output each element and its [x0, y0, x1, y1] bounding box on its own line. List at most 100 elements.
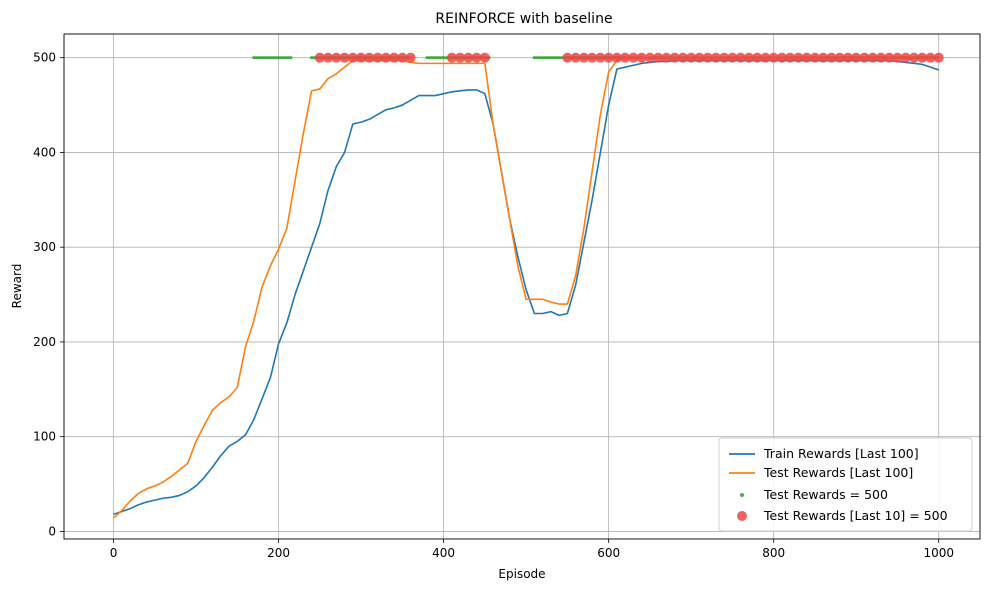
- test-last10-point: [801, 52, 812, 63]
- x-tick-label: 400: [432, 546, 455, 560]
- test-500-point: [264, 56, 268, 60]
- test-last10-point: [595, 52, 606, 63]
- grid: [64, 34, 980, 539]
- test-500-point: [272, 56, 276, 60]
- test-last10-point: [628, 52, 639, 63]
- test-last10-point: [710, 52, 721, 63]
- test-500-point: [281, 56, 286, 60]
- test-last10-point: [331, 52, 342, 63]
- test-500-point: [427, 56, 432, 60]
- test-500-point: [555, 56, 559, 60]
- test-500-point: [252, 56, 256, 60]
- test-last10-point: [834, 52, 845, 63]
- test-last10-point: [826, 52, 837, 63]
- legend-label: Test Rewards = 500: [763, 487, 888, 502]
- test-last10-point: [884, 52, 895, 63]
- test-last10-point: [900, 52, 911, 63]
- test-last10-point: [471, 52, 482, 63]
- legend-label: Test Rewards [Last 10] = 500: [763, 508, 948, 523]
- test-last10-point: [446, 52, 457, 63]
- legend-label: Train Rewards [Last 100]: [763, 446, 919, 461]
- test-last10-point: [397, 52, 408, 63]
- test-last10-point: [479, 52, 490, 63]
- test-last10-point: [842, 52, 853, 63]
- test-last10-point: [677, 52, 688, 63]
- test-last10-point: [644, 52, 655, 63]
- test-last10-point: [719, 52, 730, 63]
- test-last10-point: [694, 52, 705, 63]
- test-last10-point: [347, 52, 358, 63]
- plot-frame: [63, 33, 981, 540]
- test-last10-point: [785, 52, 796, 63]
- test-500-point: [540, 56, 544, 60]
- test-500-point: [269, 56, 273, 60]
- test-500-point: [276, 56, 281, 60]
- test-500-point: [432, 56, 437, 60]
- test-last10-point: [793, 52, 804, 63]
- test-last10-point: [760, 52, 771, 63]
- test-500-point: [257, 56, 261, 60]
- test-500-point: [557, 56, 561, 60]
- test-last10-point: [875, 52, 886, 63]
- x-tick-label: 200: [267, 546, 290, 560]
- test-last10-point: [314, 52, 325, 63]
- test-last10-point: [702, 52, 713, 63]
- test-last10-point: [851, 52, 862, 63]
- test-last10-point: [776, 52, 787, 63]
- test-last10-point: [727, 52, 738, 63]
- test-500-point: [440, 56, 444, 60]
- x-tick-label: 600: [597, 546, 620, 560]
- test-500-point: [542, 56, 546, 60]
- test-last10-point: [620, 52, 631, 63]
- legend-box: [718, 437, 973, 532]
- y-tick-label: 400: [33, 145, 56, 159]
- test-500-point: [309, 56, 314, 60]
- test-last10-point: [743, 52, 754, 63]
- ticks: 0 200 400 600 800 1000 0 100 200 300 400 500: [33, 51, 954, 560]
- test-500-point: [259, 56, 263, 60]
- test-last10-point: [364, 52, 375, 63]
- test-500-point: [286, 56, 291, 60]
- test-last10-point: [735, 52, 746, 63]
- test-last10-point: [405, 52, 416, 63]
- test-500-point: [289, 56, 293, 60]
- y-tick-label: 200: [33, 335, 56, 349]
- test-500-point: [435, 56, 439, 60]
- test-500-point: [425, 56, 429, 60]
- y-tick-label: 300: [33, 240, 56, 254]
- test-last10-point: [859, 52, 870, 63]
- legend-swatch-marker: [740, 493, 744, 497]
- legend: Train Rewards [Last 100] Test Rewards [La…: [718, 437, 973, 532]
- test-500-point: [442, 56, 447, 60]
- test-last10-point: [455, 52, 466, 63]
- test-last10-point: [908, 52, 919, 63]
- test-last10-point: [323, 52, 334, 63]
- test-500-point: [552, 56, 556, 60]
- series-layer: [112, 52, 944, 519]
- y-tick-label: 0: [48, 524, 56, 538]
- test-last10-point: [818, 52, 829, 63]
- test-500-point: [274, 56, 278, 60]
- y-axis-label: Reward: [10, 264, 24, 309]
- x-axis-label: Episode: [498, 567, 545, 581]
- test-500-point: [279, 56, 283, 60]
- test-last10-point: [463, 52, 474, 63]
- test-500-point: [254, 56, 258, 60]
- test-last10-point: [380, 52, 391, 63]
- test-last10-point: [578, 52, 589, 63]
- test-last10-point: [570, 52, 581, 63]
- test-last10-point: [892, 52, 903, 63]
- test-500-point: [430, 56, 434, 60]
- x-tick-label: 0: [110, 546, 118, 560]
- test-500-point: [550, 56, 554, 60]
- y-tick-label: 100: [33, 430, 56, 444]
- test-last10-point: [669, 52, 680, 63]
- test-500-point: [532, 56, 536, 60]
- test-500-point: [312, 56, 316, 60]
- test-last10-point: [752, 52, 763, 63]
- test-last10-point: [925, 52, 936, 63]
- y-tick-label: 500: [33, 51, 56, 65]
- test-500-point: [284, 56, 288, 60]
